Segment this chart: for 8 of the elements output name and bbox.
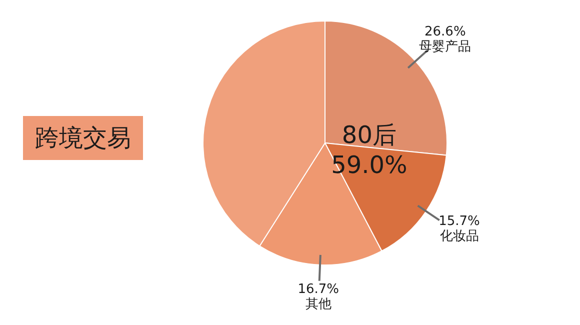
text: 跨境交易 — [23, 116, 143, 160]
text: 80后 — [340, 120, 398, 150]
data-label: 16.7% — [298, 282, 340, 297]
slice-label: 化妆品 — [440, 229, 479, 244]
data-label: 26.6% — [424, 24, 466, 40]
slice-label: 母婴产品 — [419, 40, 472, 55]
slice-label: 其他 — [305, 296, 332, 312]
data-label: 15.7% — [438, 214, 480, 230]
